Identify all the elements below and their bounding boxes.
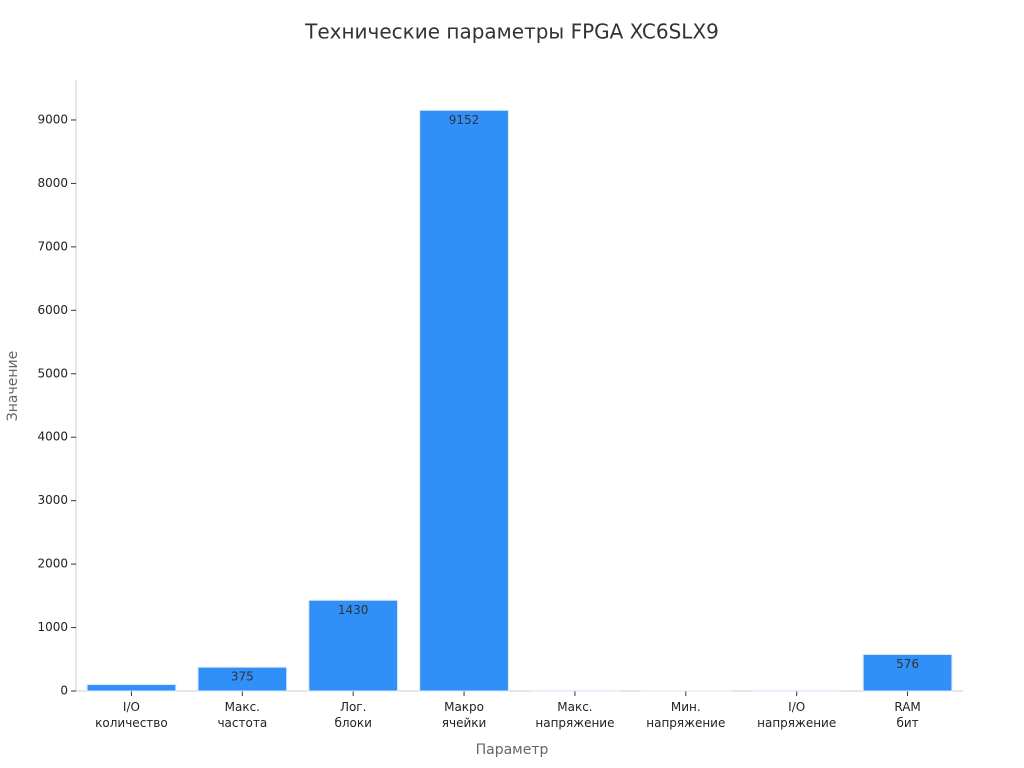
data-label: 9152 xyxy=(449,113,480,127)
x-tick-label: RAM бит xyxy=(894,700,921,730)
data-label: 1430 xyxy=(338,603,369,617)
y-tick-label: 5000 xyxy=(37,366,68,380)
data-label: 375 xyxy=(231,670,254,684)
y-tick-label: 4000 xyxy=(37,430,68,444)
bar xyxy=(86,684,177,692)
y-tick-label: 3000 xyxy=(37,493,68,507)
data-label: 576 xyxy=(896,657,919,671)
y-tick-label: 6000 xyxy=(37,303,68,317)
y-tick-label: 0 xyxy=(60,684,68,698)
x-axis-label: Параметр xyxy=(476,742,549,758)
y-tick-label: 1000 xyxy=(37,620,68,634)
bar xyxy=(197,666,288,692)
x-tick-label: Лог. блоки xyxy=(334,700,372,730)
x-tick-label: Макс. напряжение xyxy=(535,700,615,730)
x-tick-label: I/O напряжение xyxy=(757,700,837,730)
bar xyxy=(862,653,953,692)
x-tick-label: I/O количество xyxy=(95,700,168,730)
bar xyxy=(308,599,399,692)
y-tick-label: 2000 xyxy=(37,557,68,571)
y-axis-label: Значение xyxy=(5,351,21,421)
x-tick-label: Макс. частота xyxy=(217,700,268,730)
bar xyxy=(419,109,509,692)
x-tick-label: Мин. напряжение xyxy=(646,700,726,730)
y-tick-label: 9000 xyxy=(37,112,68,126)
chart-title: Технические параметры FPGA XC6SLX9 xyxy=(304,20,719,44)
x-tick-label: Макро ячейки xyxy=(441,700,487,730)
y-tick-label: 8000 xyxy=(37,176,68,190)
y-tick-label: 7000 xyxy=(37,239,68,253)
